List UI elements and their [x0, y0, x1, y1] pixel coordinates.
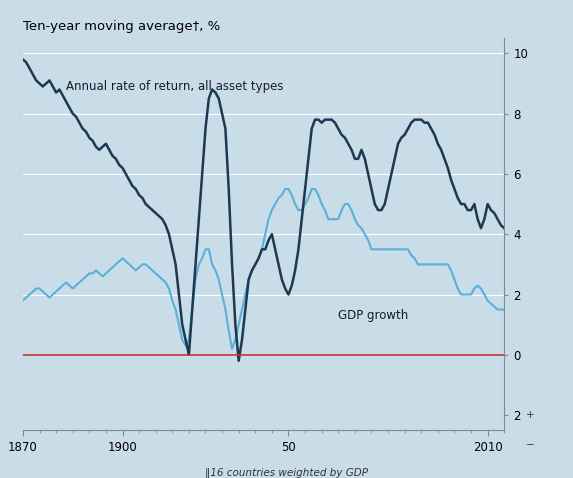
Text: ‖16 countries weighted by GDP: ‖16 countries weighted by GDP [205, 467, 368, 478]
Text: GDP growth: GDP growth [338, 309, 409, 322]
Text: +: + [526, 410, 535, 420]
Text: Annual rate of return, all asset types: Annual rate of return, all asset types [66, 80, 284, 94]
Text: Ten-year moving average†, %: Ten-year moving average†, % [23, 20, 220, 33]
Text: −: − [526, 440, 535, 450]
